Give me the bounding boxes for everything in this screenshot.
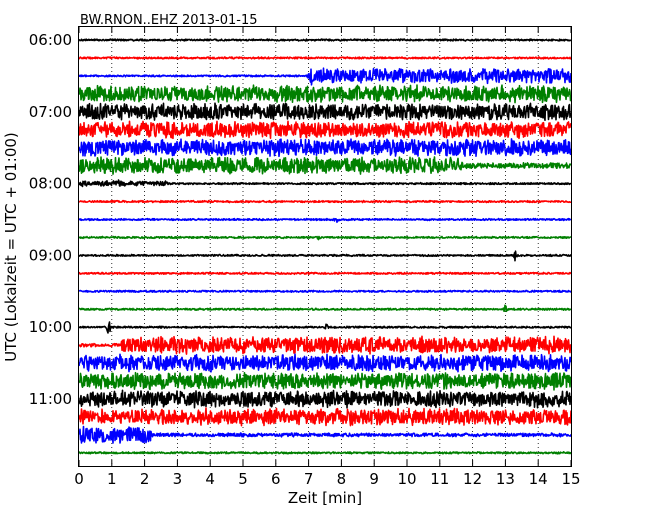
y-tick-label: 07:00 — [29, 103, 72, 121]
trace-row — [78, 271, 572, 276]
trace-row — [78, 67, 572, 86]
trace-row — [78, 138, 572, 158]
trace-row — [78, 84, 572, 104]
y-tick-label: 09:00 — [29, 246, 72, 264]
y-axis-label: UTC (Lokalzeit = UTC + 01:00) — [2, 132, 20, 362]
trace-row — [78, 407, 572, 427]
y-tick-label: 06:00 — [29, 31, 72, 49]
trace-row — [78, 335, 572, 355]
trace-row — [78, 451, 572, 455]
y-tick-label: 10:00 — [29, 318, 72, 336]
trace-row — [78, 235, 572, 241]
plot-frame — [78, 26, 572, 467]
trace-row — [78, 321, 572, 334]
x-tick-label: 14 — [529, 470, 548, 488]
x-tick-label: 2 — [140, 470, 150, 488]
trace-row — [78, 102, 572, 122]
y-tick-label: 08:00 — [29, 175, 72, 193]
x-axis-label: Zeit [min] — [288, 489, 362, 507]
chart-title: BW.RNON..EHZ 2013-01-15 — [80, 13, 258, 28]
x-tick-label: 11 — [430, 470, 449, 488]
x-tick-label: 10 — [397, 470, 416, 488]
x-tick-label: 5 — [238, 470, 248, 488]
x-tick-label: 13 — [496, 470, 515, 488]
trace-row — [78, 56, 572, 60]
trace-row — [78, 179, 572, 188]
trace-row — [78, 156, 572, 175]
trace-row — [78, 199, 572, 204]
trace-row — [78, 250, 572, 262]
trace-row — [78, 289, 572, 294]
x-tick-label: 1 — [107, 470, 117, 488]
trace-row — [78, 120, 572, 140]
y-tick-label: 11:00 — [29, 390, 72, 408]
trace-row — [78, 389, 572, 409]
trace-row — [78, 425, 572, 444]
x-tick-label: 8 — [337, 470, 347, 488]
traces — [78, 38, 572, 455]
x-tick-label: 7 — [304, 470, 314, 488]
x-tick-label: 0 — [74, 470, 84, 488]
trace-row — [78, 353, 572, 373]
x-tick-label: 3 — [173, 470, 183, 488]
trace-row — [78, 371, 572, 391]
x-tick-label: 6 — [271, 470, 281, 488]
trace-row — [78, 38, 572, 42]
trace-row — [78, 304, 572, 313]
trace-row — [78, 217, 572, 224]
ticks: 0 1 2 3 4 5 6 7 8 9 10 11 12 13 14 1506:0007:0008:0009:… — [29, 27, 581, 488]
x-tick-label: 15 — [561, 470, 580, 488]
x-tick-label: 4 — [205, 470, 215, 488]
x-tick-label: 12 — [463, 470, 482, 488]
x-tick-label: 9 — [369, 470, 379, 488]
